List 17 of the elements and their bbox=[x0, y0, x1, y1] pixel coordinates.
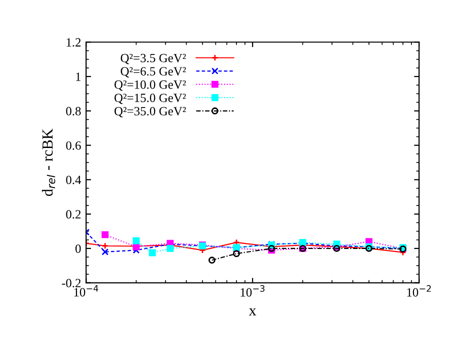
y-tick-label: 0.8 bbox=[66, 106, 81, 116]
legend-label: Q²=6.5 GeV² bbox=[120, 67, 186, 78]
legend-label: Q²=15.0 GeV² bbox=[114, 94, 186, 104]
legend-label: Q²=35.0 GeV² bbox=[114, 106, 186, 118]
y-axis-title: d$_{rel}$ - rcBK bbox=[42, 128, 56, 196]
y-tick-label: 0 bbox=[75, 244, 81, 253]
y-tick-label: 1.2 bbox=[66, 38, 81, 47]
legend-label: Q²=3.5 GeV² bbox=[120, 54, 186, 64]
y-tick-label: 1 bbox=[76, 72, 80, 81]
legend-label: Q²=10.0 GeV² bbox=[114, 80, 186, 91]
y-tick-label: -0.2 bbox=[62, 278, 81, 288]
y-tick-label: 0.6 bbox=[66, 141, 81, 150]
y-tick-label: 0.4 bbox=[66, 176, 82, 184]
x-tick-label: 10$^{−2}$ bbox=[407, 285, 431, 297]
x-axis-title: x bbox=[248, 308, 256, 316]
x-tick-label: 10$^{−3}$ bbox=[240, 285, 264, 297]
y-tick-label: 0.2 bbox=[66, 210, 81, 219]
